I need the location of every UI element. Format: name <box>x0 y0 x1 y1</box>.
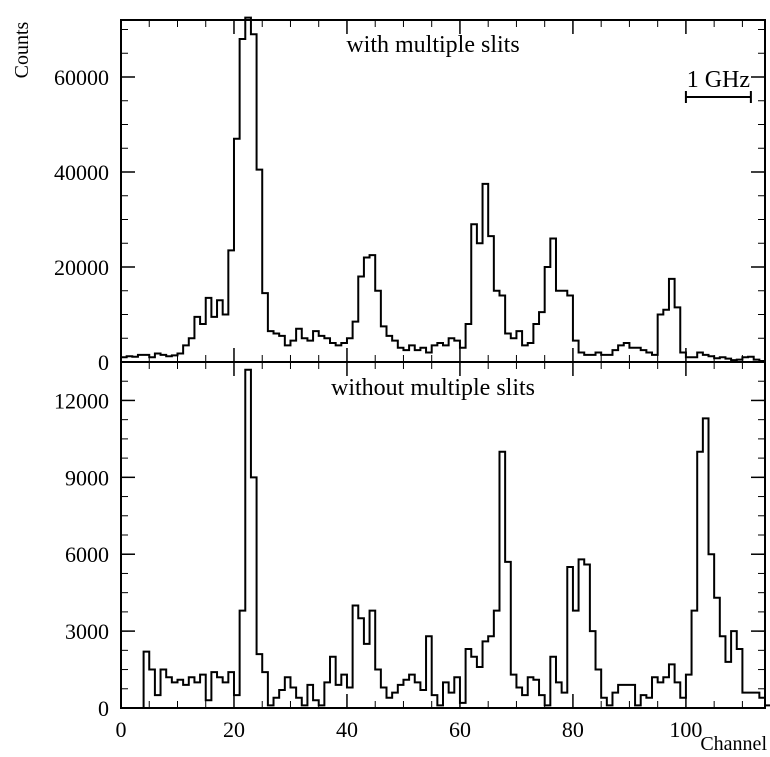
x-tick-label: 100 <box>669 717 702 742</box>
upper-panel-title: with multiple slits <box>346 32 519 58</box>
axis-tick-marks <box>120 20 765 709</box>
upper-histogram <box>120 16 766 363</box>
histogram-series <box>142 368 770 708</box>
tick-labels: 0 20000 40000 60000 0 3000 6000 9000 12000 0 20 40 6… <box>54 65 702 742</box>
scale-annotation: 1 GHz <box>684 67 752 103</box>
y-tick-label: 0 <box>98 350 109 375</box>
y-tick-label: 60000 <box>54 65 109 90</box>
lower-histogram <box>142 368 770 708</box>
histogram-series <box>120 16 766 363</box>
y-tick-label: 20000 <box>54 255 109 280</box>
lower-panel-title: without multiple slits <box>331 375 535 401</box>
lower-panel-frame <box>120 361 766 709</box>
x-tick-label: 80 <box>562 717 584 742</box>
y-tick-label: 3000 <box>65 619 109 644</box>
x-tick-label: 40 <box>336 717 358 742</box>
x-tick-label: 60 <box>449 717 471 742</box>
y-tick-label: 9000 <box>65 465 109 490</box>
y-tick-label: 0 <box>98 696 109 721</box>
y-tick-label: 6000 <box>65 542 109 567</box>
x-tick-label: 20 <box>223 717 245 742</box>
y-tick-label: 12000 <box>54 388 109 413</box>
y-tick-label: 40000 <box>54 160 109 185</box>
y-axis-label: Counts <box>11 21 33 78</box>
x-axis-label: Channel <box>700 733 767 755</box>
x-tick-label: 0 <box>116 717 127 742</box>
scale-label: 1 GHz <box>687 67 750 93</box>
